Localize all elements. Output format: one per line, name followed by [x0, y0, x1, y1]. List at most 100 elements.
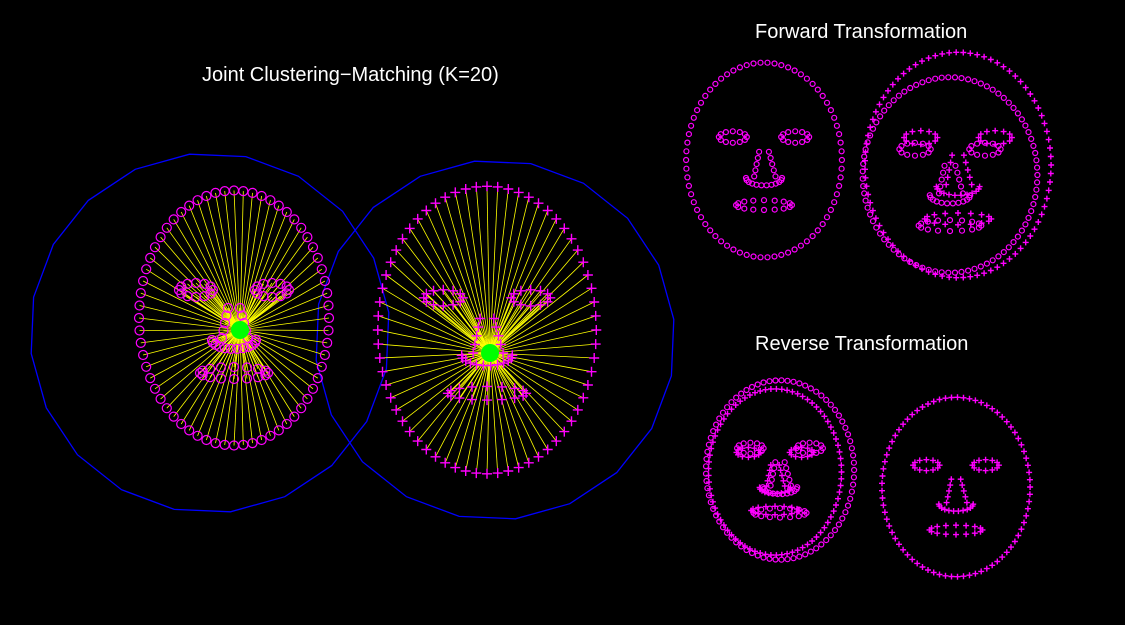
reverse-circle-point	[835, 412, 843, 419]
reverse-plus-point	[954, 394, 961, 401]
forward-circle-point	[797, 242, 805, 249]
match-line	[138, 317, 241, 331]
forward-circle-point	[1034, 171, 1041, 179]
reverse-circle-point	[849, 481, 857, 488]
forward-circle-point	[819, 92, 826, 100]
reverse-plus-point	[896, 426, 902, 433]
forward-plus-point	[939, 50, 946, 57]
face-b-point	[498, 348, 509, 358]
forward-circle-point	[792, 128, 799, 135]
face-b-point	[421, 444, 432, 455]
forward-circle-point	[862, 197, 869, 204]
reverse-plus-point	[782, 489, 789, 496]
match-line	[382, 287, 491, 354]
reverse-plus-point	[948, 573, 955, 580]
reverse-circle-point	[813, 388, 820, 395]
forward-circle-point	[971, 78, 978, 85]
forward-circle-point	[946, 217, 954, 224]
reverse-plus-point	[741, 543, 748, 550]
match-line	[239, 282, 273, 331]
reverse-plus-point	[809, 400, 816, 406]
face-a-point	[194, 367, 206, 379]
reverse-plus-point	[706, 479, 712, 486]
reverse-plus-point	[1026, 469, 1033, 476]
forward-circle-point	[772, 173, 779, 180]
forward-circle-point	[945, 74, 952, 81]
reverse-plus-point	[1008, 423, 1014, 430]
face-b-point	[482, 468, 492, 479]
match-line	[454, 192, 491, 354]
reverse-plus-point	[706, 458, 712, 465]
forward-circle-point	[939, 169, 947, 176]
forward-plus-point	[932, 138, 939, 144]
reverse-plus-point	[994, 459, 1001, 466]
reverse-plus-point	[999, 554, 1006, 561]
match-line	[239, 329, 326, 356]
face-a-point	[138, 349, 149, 361]
reverse-plus-point	[836, 448, 843, 455]
reverse-plus-point	[776, 462, 783, 468]
match-line	[139, 329, 241, 331]
match-line	[377, 329, 491, 354]
match-line	[239, 283, 281, 331]
reverse-plus-point	[1021, 448, 1027, 455]
face-a-point	[215, 362, 227, 373]
match-line	[489, 352, 499, 474]
reverse-plus-point	[916, 457, 923, 464]
forward-circle-point	[707, 227, 714, 234]
face-b-point	[372, 325, 383, 335]
forward-circle-point	[1033, 164, 1041, 171]
face-b-point	[533, 198, 544, 209]
forward-circle-point	[750, 206, 757, 213]
reverse-plus-point	[728, 406, 735, 413]
forward-circle-point	[797, 71, 805, 78]
face-b-point	[471, 181, 482, 192]
forward-circle-point	[779, 131, 787, 138]
forward-plus-point	[1027, 233, 1034, 239]
forward-circle-point	[831, 199, 838, 206]
forward-circle-point	[1005, 99, 1012, 106]
match-line	[426, 293, 491, 354]
forward-plus-point	[885, 87, 891, 94]
face-a-point	[228, 361, 240, 373]
face-b-point	[525, 284, 536, 295]
face-b-point	[373, 339, 384, 350]
reverse-plus-point	[881, 458, 888, 465]
forward-circle-point	[757, 59, 764, 66]
reverse-plus-point	[762, 551, 769, 558]
reverse-plus-point	[838, 469, 845, 475]
reverse-circle-point	[769, 470, 777, 477]
forward-plus-point	[967, 210, 974, 217]
forward-circle-point	[712, 80, 719, 88]
forward-circle-point	[833, 191, 841, 198]
reverse-plus-point	[837, 482, 844, 489]
forward-circle-point	[934, 217, 942, 224]
face-a-point	[289, 214, 300, 225]
reverse-plus-point	[889, 529, 896, 536]
forward-circle-point	[760, 197, 768, 204]
reverse-plus-point	[714, 426, 721, 433]
forward-plus-point	[964, 166, 971, 173]
match-line	[187, 283, 241, 331]
reverse-circle-point	[835, 521, 843, 528]
reverse-plus-point	[784, 387, 791, 394]
reverse-plus-point	[880, 502, 887, 509]
reverse-plus-point	[934, 464, 941, 471]
reverse-plus-point	[821, 524, 828, 531]
forward-circle-point	[919, 79, 926, 86]
forward-circle-point	[869, 218, 877, 225]
face-a-point	[281, 288, 292, 299]
face-b-point	[377, 283, 388, 294]
match-line	[239, 192, 253, 331]
reverse-plus-point	[930, 398, 937, 405]
face-a-point	[265, 195, 276, 206]
reverse-plus-point	[772, 503, 778, 510]
forward-plus-point	[1012, 73, 1019, 80]
forward-circle-point	[968, 142, 975, 150]
reverse-circle-point	[831, 526, 839, 534]
reverse-plus-point	[1003, 418, 1010, 425]
reverse-circle-point	[839, 418, 846, 425]
forward-circle-point	[949, 200, 957, 207]
reverse-circle-point	[784, 470, 791, 477]
reverse-plus-point	[947, 482, 954, 489]
